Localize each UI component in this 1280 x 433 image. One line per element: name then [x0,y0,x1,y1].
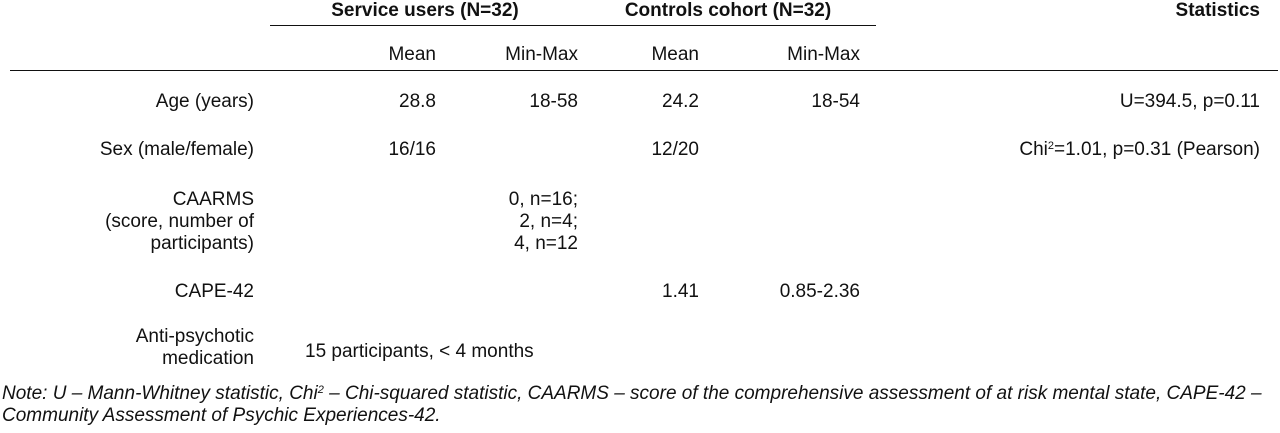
cell-age-su-mean: 28.8 [399,91,436,112]
table-note: Note: U – Mann-Whitney statistic, Chi2 –… [2,383,1272,427]
note-superscript: 2 [317,384,324,396]
row-label-age: Age (years) [155,91,254,112]
sex-stat-prefix: Chi [1019,139,1048,160]
note-part2: – Chi-squared statistic, CAARMS – score … [2,383,1262,426]
group-header-rule [270,25,876,26]
caarms-value-line: 2, n=4; [519,211,578,232]
subheader-c-mean: Mean [651,44,699,65]
row-label-caarms: CAARMS (score, number of participants) [0,189,254,255]
cell-sex-statistic: Chi2=1.01, p=0.31 (Pearson) [900,139,1260,161]
sex-stat-superscript: 2 [1047,140,1055,152]
caarms-label-line: participants) [150,233,255,254]
cell-caarms-su-minmax: 0, n=16; 2, n=4; 4, n=12 [438,189,578,255]
antipsychotic-label-line: medication [162,348,254,369]
header-service-users: Service users (N=32) [331,0,519,21]
caarms-value-line: 0, n=16; [508,189,578,210]
antipsychotic-label-line: Anti-psychotic [135,326,254,347]
cell-age-su-minmax: 18-58 [529,91,578,112]
caarms-value-line: 4, n=12 [514,233,578,254]
subheader-su-mean: Mean [388,44,436,65]
caarms-label-line: CAARMS [172,189,254,210]
cell-cape-c-mean: 1.41 [662,281,699,302]
caarms-label-line: (score, number of [105,211,254,232]
sex-stat-suffix: =1.01, p=0.31 (Pearson) [1054,139,1260,160]
cell-sex-c-mean: 12/20 [651,139,699,160]
subheader-c-minmax: Min-Max [787,44,860,65]
cell-age-c-minmax: 18-54 [811,91,860,112]
header-controls-cohort: Controls cohort (N=32) [624,0,832,21]
row-label-cape: CAPE-42 [174,281,254,302]
cell-age-c-mean: 24.2 [662,91,699,112]
cell-cape-c-minmax: 0.85-2.36 [779,281,860,302]
cell-age-statistic: U=394.5, p=0.11 [1119,91,1260,112]
header-rule [10,70,1278,71]
cell-antipsychotic-su: 15 participants, < 4 months [305,341,534,362]
header-statistics: Statistics [1175,0,1260,21]
subheader-su-minmax: Min-Max [505,44,578,65]
row-label-sex: Sex (male/female) [99,139,254,160]
cell-sex-su-mean: 16/16 [388,139,436,160]
note-part1: Note: U – Mann-Whitney statistic, Chi [2,383,318,404]
row-label-antipsychotic: Anti-psychotic medication [0,326,254,370]
